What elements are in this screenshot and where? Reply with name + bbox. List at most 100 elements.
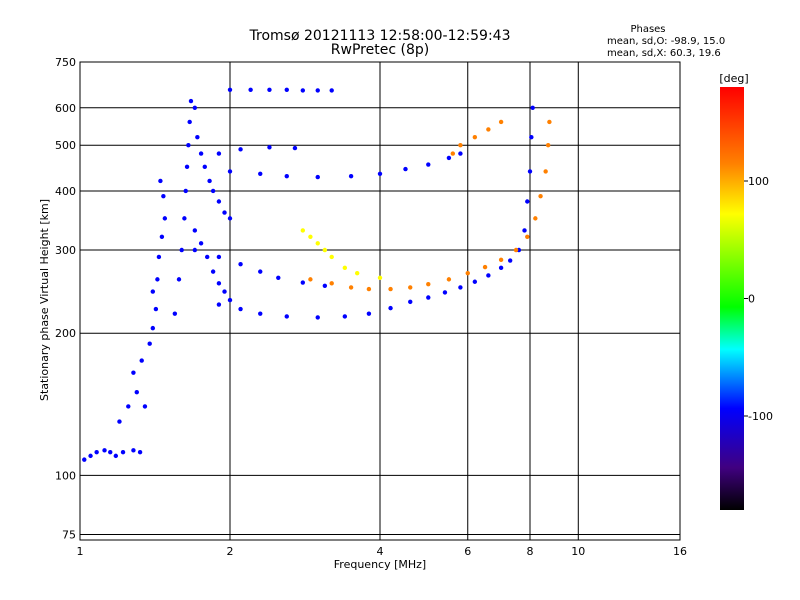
colorbar-tick-label: -100	[748, 410, 773, 423]
data-point	[126, 404, 131, 409]
y-tick-label: 500	[55, 139, 76, 152]
data-point	[88, 453, 93, 459]
series-x-f2-trace	[308, 119, 552, 292]
data-point	[498, 119, 504, 125]
data-point	[486, 127, 491, 132]
data-point	[458, 142, 463, 148]
chart-title: Tromsø 20121113 12:58:00-12:59:43	[249, 28, 511, 44]
data-point	[238, 261, 243, 267]
y-tick-label: 75	[62, 528, 76, 541]
data-point	[248, 87, 253, 92]
data-point	[222, 210, 227, 215]
data-point	[498, 257, 504, 263]
data-point	[322, 247, 328, 253]
data-point	[525, 199, 530, 204]
data-point	[315, 88, 320, 93]
data-point	[545, 142, 551, 148]
data-point	[308, 277, 313, 282]
data-point	[192, 228, 198, 233]
data-point	[184, 164, 190, 170]
data-point	[446, 277, 452, 282]
plot-area: 1 2 4 6 8 10 16 75 100 200 300 400 500 600 750	[55, 56, 687, 558]
data-point	[258, 311, 263, 316]
data-point	[198, 241, 204, 246]
data-point	[342, 265, 348, 271]
data-point	[120, 449, 126, 455]
series-o-oblique-upper	[227, 151, 463, 180]
x-tick-label: 4	[377, 545, 384, 558]
data-point	[204, 254, 210, 260]
data-point	[403, 166, 408, 172]
y-tick-label: 400	[55, 185, 76, 198]
data-point	[498, 265, 504, 271]
data-point	[486, 273, 491, 278]
data-point	[176, 277, 182, 282]
data-point	[525, 234, 530, 239]
data-point	[82, 457, 87, 462]
x-tick-label: 2	[227, 545, 234, 558]
data-point	[210, 188, 216, 194]
data-point	[315, 315, 320, 320]
data-point	[300, 228, 306, 233]
data-point	[102, 448, 107, 453]
data-point	[377, 171, 383, 176]
data-point	[150, 289, 156, 294]
data-point	[158, 178, 163, 184]
data-point	[284, 173, 289, 179]
data-point	[348, 173, 354, 179]
data-point	[329, 254, 334, 260]
data-point	[522, 228, 527, 233]
data-point	[482, 264, 488, 270]
data-points	[82, 87, 552, 462]
data-point	[216, 199, 222, 204]
colorbar-tick-label: 100	[748, 175, 769, 188]
data-point	[162, 216, 168, 221]
data-point	[315, 241, 320, 246]
data-point	[159, 234, 165, 239]
grid-lines	[80, 62, 680, 540]
y-tick-labels: 75 100 200 300 400 500 600 750	[55, 56, 76, 541]
data-point	[182, 216, 187, 221]
data-point	[388, 286, 393, 292]
series-x-oblique-cluster	[300, 228, 383, 280]
series-o-f2-trace	[216, 105, 535, 320]
chart-subtitle: RwPretec (8p)	[331, 42, 429, 58]
data-point	[238, 306, 243, 312]
phase-summary-o: mean, sd,O: -98.9, 15.0	[607, 36, 725, 47]
data-point	[543, 169, 548, 174]
phase-summary: Phases mean, sd,O: -98.9, 15.0 mean, sd,…	[607, 24, 725, 59]
data-point	[131, 448, 136, 453]
data-point	[210, 269, 216, 274]
data-point	[94, 449, 99, 455]
x-tick-labels: 1 2 4 6 8 10 16	[77, 545, 688, 558]
data-point	[258, 269, 263, 274]
data-point	[117, 419, 122, 424]
phase-summary-heading: Phases	[630, 24, 665, 35]
data-point	[216, 254, 222, 260]
data-point	[216, 151, 222, 156]
data-point	[329, 88, 334, 93]
data-point	[186, 142, 191, 148]
data-point	[322, 283, 328, 288]
data-point	[227, 87, 233, 92]
data-point	[222, 289, 227, 294]
data-point	[538, 193, 543, 199]
data-point	[533, 216, 538, 221]
data-point	[315, 174, 320, 180]
phase-summary-x: mean, sd,X: 60.3, 19.6	[607, 48, 721, 59]
data-point	[183, 188, 188, 194]
x-tick-label: 8	[527, 545, 534, 558]
data-point	[227, 297, 233, 303]
data-point	[198, 151, 204, 156]
data-point	[267, 145, 272, 150]
y-tick-label: 200	[55, 327, 76, 340]
colorbar-gradient	[720, 87, 744, 510]
data-point	[161, 193, 166, 199]
y-tick-label: 600	[55, 102, 76, 115]
data-point	[202, 164, 207, 170]
data-point	[187, 119, 192, 125]
data-point	[458, 285, 463, 290]
y-axis-label: Stationary phase Virtual Height [km]	[38, 199, 51, 401]
data-point	[195, 134, 200, 140]
data-point	[142, 404, 148, 409]
